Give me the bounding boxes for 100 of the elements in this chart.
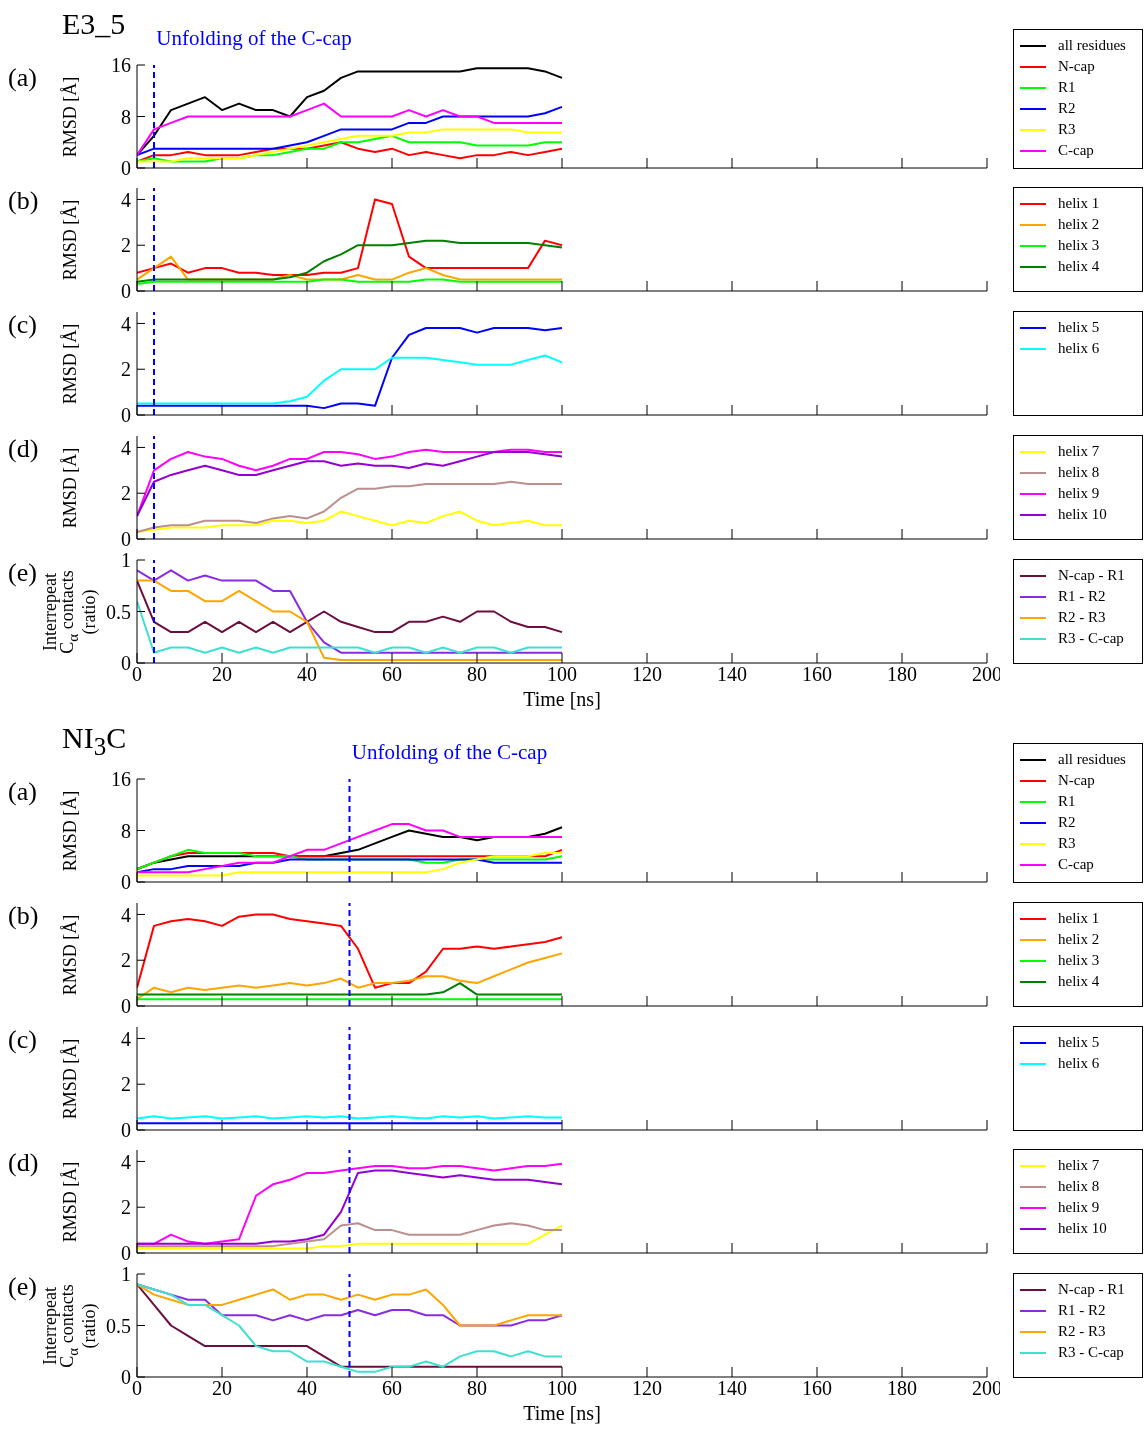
y-tick-label: 0 (121, 871, 131, 894)
legend-label: C-cap (1058, 856, 1094, 873)
chart-title: (a) (8, 777, 37, 807)
x-tick-label: 140 (717, 1377, 747, 1400)
legend-label: helix 8 (1058, 464, 1100, 481)
chart-title: (e) (8, 558, 37, 588)
legend-label: R1 - R2 (1058, 588, 1106, 605)
x-tick-label: 120 (632, 663, 662, 686)
legend-label: helix 6 (1058, 340, 1100, 357)
y-tick-label: 0 (121, 157, 131, 180)
y-tick-label: 2 (121, 358, 131, 381)
y-tick-label: 4 (121, 903, 131, 926)
legend-label: R2 (1058, 100, 1076, 117)
y-tick-label: 4 (121, 188, 131, 211)
x-tick-label: 40 (297, 1377, 317, 1400)
y-tick-label: 0.5 (106, 600, 131, 623)
y-tick-label: 0 (121, 995, 131, 1018)
y-tick-label: 0 (121, 1242, 131, 1265)
y-tick-label: 0 (121, 404, 131, 427)
legend-label: helix 7 (1058, 1157, 1100, 1174)
x-tick-label: 20 (212, 663, 232, 686)
x-axis-title: Time [ns] (522, 1401, 602, 1425)
legend-label: helix 6 (1058, 1055, 1100, 1072)
legend-label: helix 4 (1058, 973, 1100, 990)
y-tick-label: 4 (121, 1027, 131, 1050)
y-tick-label: 4 (121, 436, 131, 459)
chart-title: (e) (8, 1272, 37, 1302)
legend-label: R1 - R2 (1058, 1302, 1106, 1319)
legend-label: R3 (1058, 835, 1076, 852)
legend-label: helix 3 (1058, 237, 1100, 254)
legend-label: R2 - R3 (1058, 609, 1106, 626)
y-axis-title: RMSD [Å] (59, 1038, 80, 1119)
y-axis-title: RMSD [Å] (59, 914, 80, 995)
chart-subtitle: NI$_{3}$C (62, 721, 127, 761)
x-tick-label: 180 (887, 663, 917, 686)
legend-label: all residues (1058, 37, 1126, 54)
legend-label: helix 9 (1058, 1199, 1100, 1216)
y-axis-title: RMSD [Å] (59, 790, 80, 871)
x-tick-label: 60 (382, 663, 402, 686)
legend-label: helix 5 (1058, 1034, 1100, 1051)
y-axis-title: RMSD [Å] (59, 447, 80, 528)
legend-label: all residues (1058, 751, 1126, 768)
x-tick-label: 40 (297, 663, 317, 686)
y-tick-label: 0 (121, 528, 131, 551)
legend-label: R3 - C-cap (1058, 630, 1124, 647)
legend-label: R2 (1058, 814, 1076, 831)
x-tick-label: 100 (547, 1377, 577, 1400)
y-tick-label: 2 (121, 482, 131, 505)
x-tick-label: 20 (212, 1377, 232, 1400)
legend-label: helix 10 (1058, 506, 1107, 523)
legend-label: helix 2 (1058, 931, 1100, 948)
y-tick-label: 2 (121, 949, 131, 972)
chart-title: (d) (8, 1148, 39, 1178)
legend-label: helix 9 (1058, 485, 1100, 502)
legend-label: helix 7 (1058, 443, 1100, 460)
chart-title: (d) (8, 434, 39, 464)
legend-label: helix 4 (1058, 258, 1100, 275)
x-tick-label: 120 (632, 1377, 662, 1400)
y-tick-label: 0 (121, 280, 131, 303)
y-tick-label: 1 (121, 549, 131, 572)
x-tick-label: 140 (717, 663, 747, 686)
y-tick-label: 2 (121, 1196, 131, 1219)
legend-label: R1 (1058, 793, 1076, 810)
chart-title: (a) (8, 63, 37, 93)
chart-title: (c) (8, 1025, 37, 1055)
y-tick-label: 4 (121, 312, 131, 335)
chart-title: (b) (8, 901, 39, 931)
legend-label: helix 3 (1058, 952, 1100, 969)
x-tick-label: 60 (382, 1377, 402, 1400)
y-tick-label: 2 (121, 1073, 131, 1096)
legend-label: R2 - R3 (1058, 1323, 1106, 1340)
legend-label: N-cap (1058, 772, 1095, 789)
legend-label: C-cap (1058, 142, 1094, 159)
y-tick-label: 16 (111, 768, 131, 791)
legend-label: R3 (1058, 121, 1076, 138)
y-axis-title: RMSD [Å] (59, 76, 80, 157)
y-tick-label: 8 (121, 819, 131, 842)
legend-label: helix 8 (1058, 1178, 1100, 1195)
y-tick-label: 4 (121, 1150, 131, 1173)
legend-label: R3 - C-cap (1058, 1344, 1124, 1361)
ref-line-label: Unfolding of the C-cap (156, 26, 352, 50)
chart-title: (b) (8, 186, 39, 216)
x-tick-label: 80 (467, 1377, 487, 1400)
y-axis-title: RMSD [Å] (59, 323, 80, 404)
legend-label: N-cap - R1 (1058, 1281, 1125, 1298)
legend-label: helix 10 (1058, 1220, 1107, 1237)
legend-label: helix 5 (1058, 319, 1100, 336)
x-tick-label: 180 (887, 1377, 917, 1400)
x-tick-label: 100 (547, 663, 577, 686)
legend-label: helix 2 (1058, 216, 1100, 233)
ref-line-label: Unfolding of the C-cap (351, 740, 548, 764)
chart-subtitle: E3_5 (62, 7, 126, 41)
chart-title: (c) (8, 310, 37, 340)
y-tick-label: 1 (121, 1263, 131, 1286)
y-tick-label: 0.5 (106, 1314, 131, 1337)
legend-label: R1 (1058, 79, 1076, 96)
legend-label: N-cap - R1 (1058, 567, 1125, 584)
legend-label: helix 1 (1058, 910, 1100, 927)
x-tick-label: 160 (802, 663, 832, 686)
y-tick-label: 0 (121, 1119, 131, 1142)
